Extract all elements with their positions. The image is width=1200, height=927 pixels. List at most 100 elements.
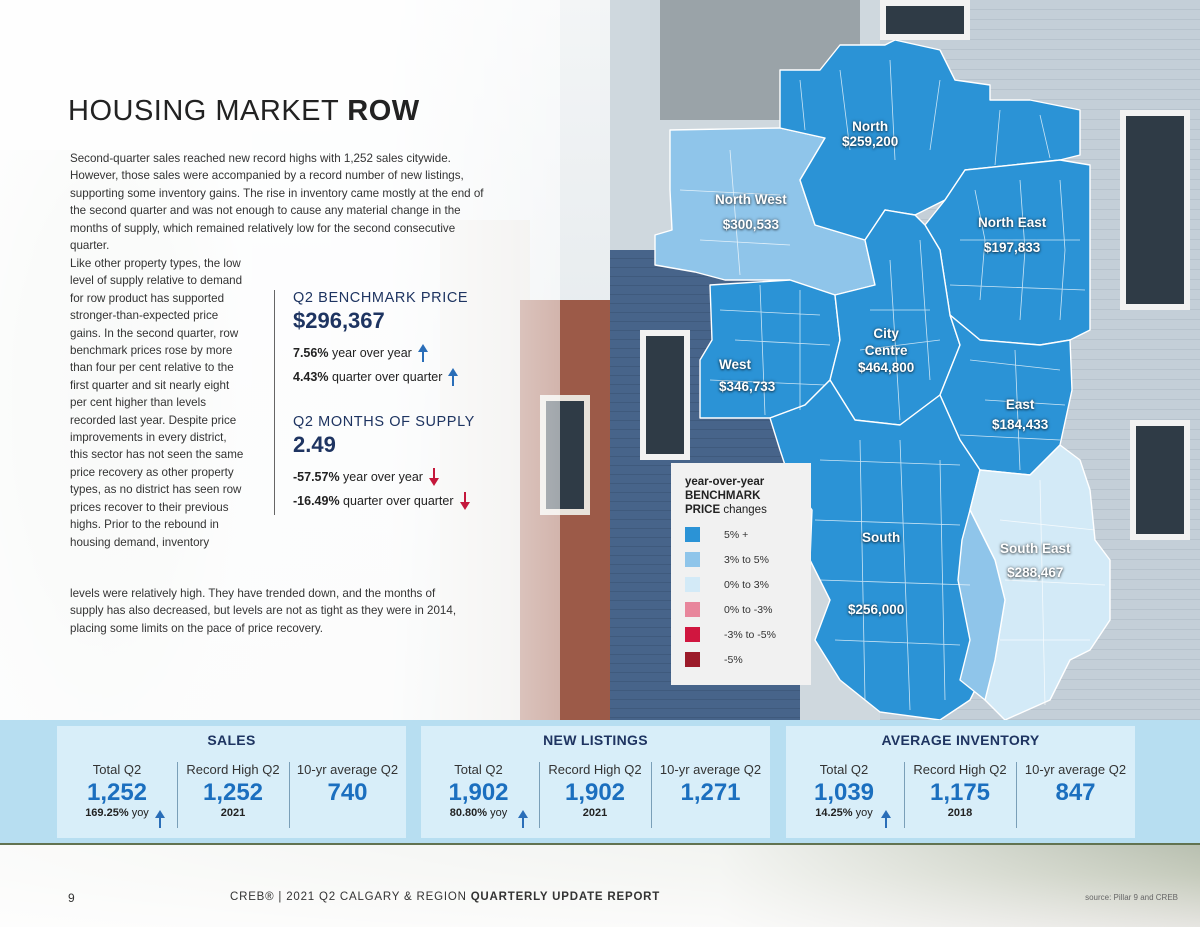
total-column: Total Q2 1,902 80.80% yoy	[421, 762, 536, 819]
record-column: Record High Q2 1,252 2021	[177, 762, 289, 819]
title-bold: ROW	[347, 95, 420, 127]
legend-item: 5% +	[685, 527, 797, 542]
yoy-text: 169.25% yoy	[85, 807, 149, 819]
legend-item: -3% to -5%	[685, 627, 797, 642]
sales-card: SALES Total Q2 1,252 169.25% yoy Record …	[57, 726, 406, 838]
map-label-south: South	[862, 530, 901, 545]
legend-title: year-over-year BENCHMARK PRICE changes	[685, 476, 767, 516]
supply-qoq-label: quarter over quarter	[343, 494, 454, 508]
divider	[289, 762, 290, 828]
record-year: 2018	[947, 807, 973, 819]
divider	[539, 762, 540, 828]
total-value: 1,252	[86, 779, 148, 806]
average-value: 1,271	[680, 779, 741, 806]
legend-item: 3% to 5%	[685, 552, 797, 567]
average-inventory-card: AVERAGE INVENTORY Total Q2 1,039 14.25% …	[786, 726, 1135, 838]
legend-swatch	[685, 627, 700, 642]
legend-item: 0% to 3%	[685, 577, 797, 592]
body-paragraph-continued: levels were relatively high. They have t…	[70, 587, 457, 635]
map-legend: year-over-year BENCHMARK PRICE changes 5…	[671, 463, 811, 685]
key-stats: Q2 BENCHMARK PRICE $296,367 7.56% year o…	[274, 290, 514, 515]
average-value: 740	[327, 779, 368, 806]
map-label-north: North $259,200	[842, 119, 899, 149]
record-value: 1,175	[929, 779, 991, 806]
down-arrow-icon	[428, 468, 439, 486]
supply-yoy-label: year over year	[343, 470, 423, 484]
page-title: HOUSING MARKET ROW	[68, 95, 420, 128]
up-arrow-icon	[518, 810, 528, 828]
map-label-north-east: North East $197,833	[978, 215, 1047, 255]
page-number: 9	[68, 891, 75, 905]
average-label: 10-yr average Q2	[296, 762, 399, 777]
map-label-south-east: South East $288,467	[1000, 541, 1071, 580]
average-column: 10-yr average Q2 847	[1016, 762, 1135, 807]
report-footer: CREB® | 2021 Q2 CALGARY & REGION QUARTER…	[230, 891, 661, 903]
benchmark-yoy-pct: 7.56%	[293, 346, 329, 360]
district-map-shape	[654, 39, 1111, 721]
benchmark-heading: Q2 BENCHMARK PRICE	[293, 290, 469, 306]
up-arrow-icon	[448, 368, 459, 386]
legend-swatch	[685, 652, 700, 667]
record-value: 1,252	[202, 779, 264, 806]
total-label: Total Q2	[92, 762, 142, 777]
down-arrow-icon	[459, 492, 470, 510]
benchmark-yoy-label: year over year	[331, 346, 412, 360]
supply-qoq: -16.49% quarter over quarter	[293, 492, 514, 510]
map-label-west: West $346,733	[719, 357, 776, 394]
record-label: Record High Q2	[548, 762, 642, 777]
benchmark-qoq-pct: 4.43%	[293, 370, 329, 384]
legend-swatch	[685, 577, 700, 592]
supply-value: 2.49	[293, 432, 336, 457]
new-listings-card: NEW LISTINGS Total Q2 1,902 80.80% yoy R…	[421, 726, 770, 838]
card-title: AVERAGE INVENTORY	[881, 732, 1040, 748]
average-column: 10-yr average Q2 740	[289, 762, 406, 807]
record-year: 2021	[220, 807, 246, 819]
supply-qoq-pct: -16.49%	[293, 494, 340, 508]
record-column: Record High Q2 1,902 2021	[539, 762, 651, 819]
divider	[904, 762, 905, 828]
district-map: North $259,200 North West $300,533 North E…	[640, 39, 1120, 721]
legend-item: 0% to -3%	[685, 602, 797, 617]
total-column: Total Q2 1,252 169.25% yoy	[57, 762, 177, 819]
up-arrow-icon	[417, 344, 428, 362]
legend-swatch	[685, 527, 700, 542]
supply-yoy-pct: -57.57%	[293, 470, 340, 484]
divider	[1016, 762, 1017, 828]
supply-yoy: -57.57% year over year	[293, 468, 514, 486]
card-title: NEW LISTINGS	[543, 732, 648, 748]
title-light: HOUSING MARKET	[68, 95, 348, 127]
benchmark-yoy: 7.56% year over year	[293, 344, 514, 362]
card-title: SALES	[207, 732, 256, 748]
average-value: 847	[1055, 779, 1096, 806]
body-paragraph: Like other property types, the low level…	[70, 257, 244, 549]
yoy-text: 14.25% yoy	[815, 807, 873, 819]
up-arrow-icon	[881, 810, 891, 828]
yoy-text: 80.80% yoy	[449, 807, 508, 819]
record-column: Record High Q2 1,175 2018	[904, 762, 1016, 819]
district-north	[779, 39, 1081, 241]
record-year: 2021	[582, 807, 608, 819]
legend-swatch	[685, 602, 700, 617]
average-label: 10-yr average Q2	[659, 762, 762, 777]
record-value: 1,902	[564, 779, 626, 806]
intro-paragraph: Second-quarter sales reached new record …	[70, 152, 484, 253]
total-value: 1,902	[448, 779, 509, 806]
record-label: Record High Q2	[913, 762, 1007, 777]
up-arrow-icon	[155, 810, 165, 828]
total-label: Total Q2	[819, 762, 869, 777]
map-label-north-west: North West $300,533	[715, 192, 787, 232]
record-label: Record High Q2	[186, 762, 280, 777]
benchmark-qoq-label: quarter over quarter	[331, 370, 443, 384]
average-label: 10-yr average Q2	[1024, 762, 1127, 777]
legend-item: -5%	[685, 652, 797, 667]
average-column: 10-yr average Q2 1,271	[651, 762, 770, 807]
divider	[177, 762, 178, 828]
source-note: source: Pillar 9 and CREB	[1085, 893, 1178, 902]
benchmark-qoq: 4.43% quarter over quarter	[293, 368, 514, 386]
total-label: Total Q2	[454, 762, 503, 777]
map-label-city-centre: City Centre $464,800	[858, 326, 915, 375]
district-south-subarea	[957, 509, 1006, 701]
total-value: 1,039	[813, 779, 875, 806]
supply-heading: Q2 MONTHS OF SUPPLY	[293, 414, 475, 430]
map-label-south-price: $256,000	[848, 602, 905, 617]
